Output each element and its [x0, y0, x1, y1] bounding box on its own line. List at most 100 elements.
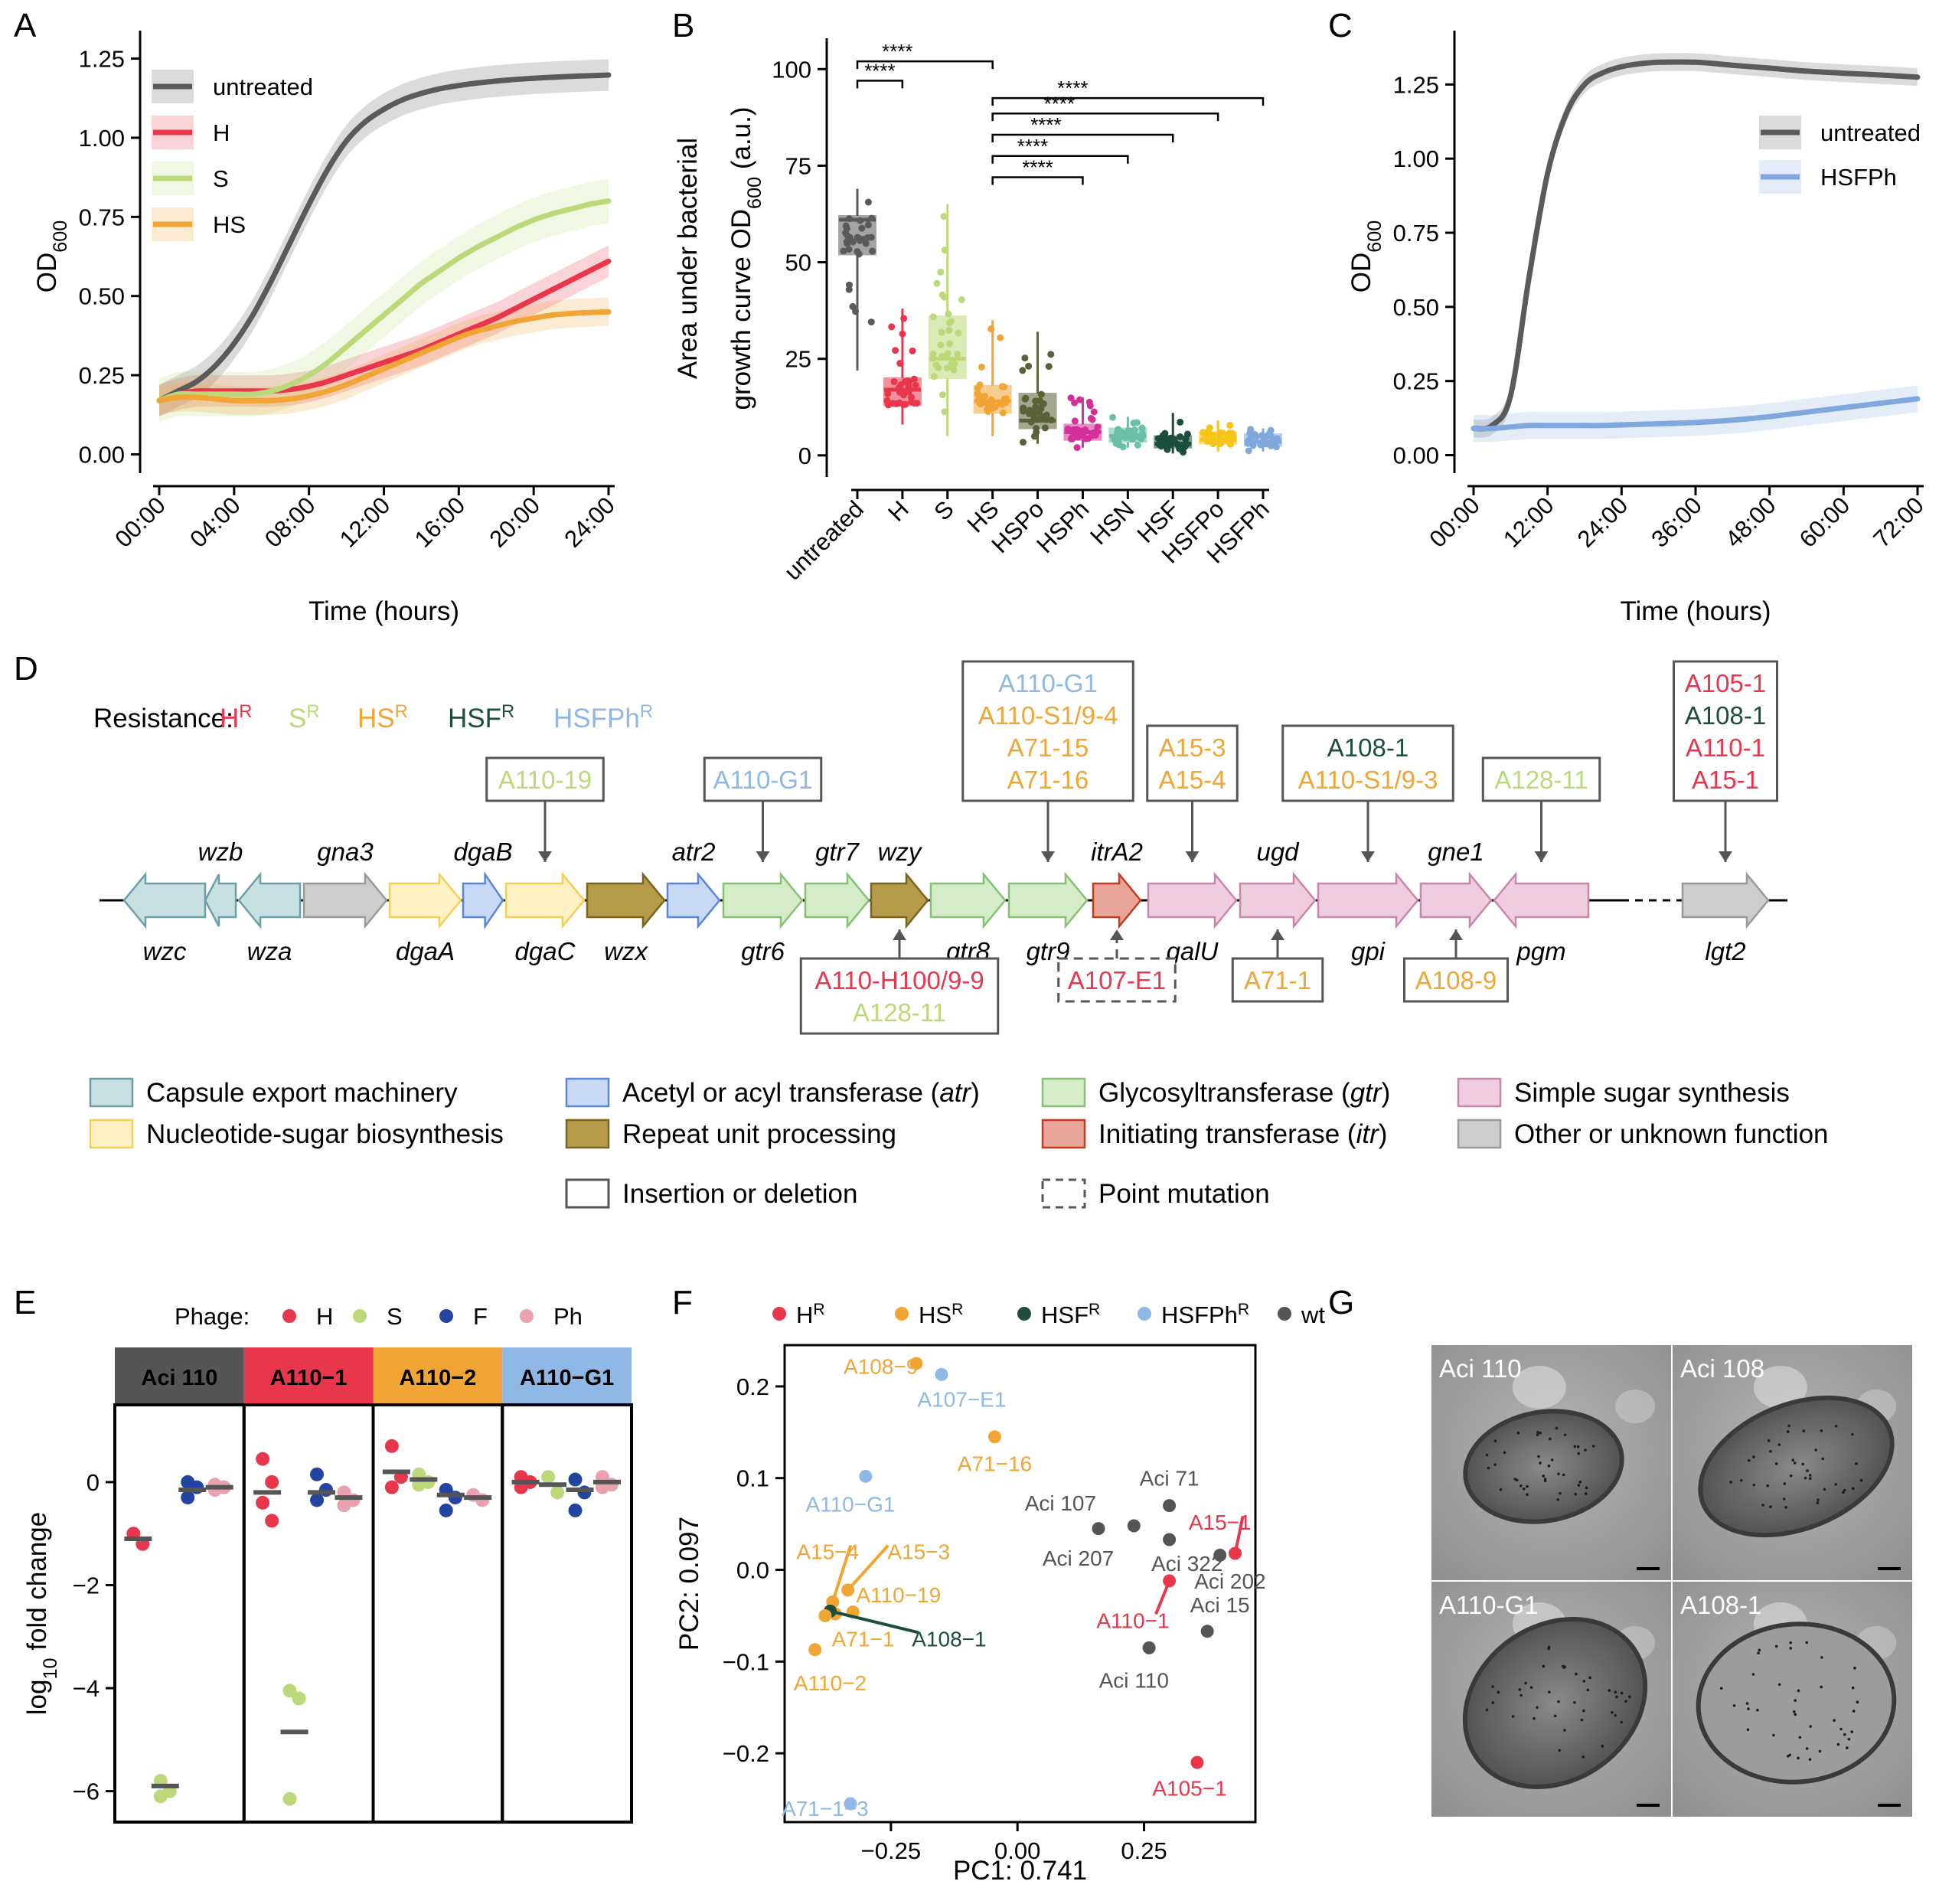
- cell-granule: [1573, 1445, 1577, 1448]
- cell-granule: [1801, 1462, 1805, 1466]
- resistance-s: SR: [289, 701, 320, 734]
- point-a110-g1-f: [568, 1503, 583, 1517]
- point-hsn: [1138, 424, 1146, 432]
- point-h: [896, 399, 903, 407]
- point-hs: [978, 363, 985, 371]
- cell-granule: [1586, 1688, 1590, 1692]
- point-s: [950, 366, 958, 374]
- legend-title: Phage:: [175, 1303, 250, 1330]
- point-s: [937, 268, 945, 276]
- background-blob: [1753, 1366, 1807, 1409]
- legend-label-other: Other or unknown function: [1514, 1119, 1829, 1149]
- cell-granule: [1797, 1756, 1800, 1760]
- point-s: [938, 328, 945, 336]
- x-tick-label-s: S: [929, 495, 958, 525]
- point-s: [938, 291, 946, 299]
- x-tick-label-hspo: HSPo: [986, 495, 1049, 558]
- facet-a110-2: [371, 1403, 504, 1824]
- mutation-label-a128-11: A128-11: [1494, 766, 1588, 794]
- point-aci-110: [1142, 1641, 1156, 1654]
- point-hsph: [1067, 394, 1075, 402]
- point-hs: [974, 390, 981, 397]
- cell-granule: [1798, 1736, 1802, 1739]
- cell-granule: [1820, 1429, 1823, 1432]
- cell-granule: [1794, 1699, 1797, 1703]
- point-hspo: [1026, 407, 1033, 414]
- cell-granule: [1539, 1461, 1542, 1465]
- point-label-a15-3: A15−3: [887, 1540, 950, 1564]
- micrograph-aci-110: Aci 110: [1431, 1345, 1671, 1580]
- point-s: [938, 352, 946, 360]
- point-s: [941, 408, 948, 416]
- panel-label-c: C: [1328, 7, 1353, 44]
- point-a71-16: [987, 1430, 1001, 1444]
- cell-body: [1700, 1626, 1892, 1780]
- point-a110-1-h: [265, 1475, 279, 1489]
- mutation-label-a128-11: A128-11: [853, 998, 946, 1027]
- y-tick-label: 1.25: [1393, 71, 1439, 98]
- point-h: [906, 377, 913, 385]
- gene-arrow-wzb: [204, 874, 237, 927]
- y-tick-label: 0.50: [1393, 294, 1439, 321]
- point-hsf: [1181, 443, 1189, 451]
- cell-granule: [1515, 1478, 1519, 1482]
- point-hspo: [1030, 433, 1038, 440]
- mutation-box-ugd: [1231, 957, 1324, 1003]
- point-a110-1-ph: [337, 1498, 351, 1513]
- cell-granule: [1620, 1691, 1624, 1695]
- cell-granule: [1783, 1497, 1786, 1501]
- mutation-arrowhead: [893, 929, 906, 940]
- leader-a15-4: [831, 1544, 853, 1603]
- series-band-untreated: [1474, 53, 1918, 438]
- y-tick-label: −0.1: [723, 1648, 769, 1675]
- point-label-aci-202: Aci 202: [1194, 1569, 1265, 1593]
- legend-dot-hsfph: [1138, 1307, 1151, 1321]
- sig-bracket: [991, 96, 1265, 106]
- point-label-a108-9: A108−9: [844, 1355, 918, 1379]
- chart-c: 0.00 0.25 0.50 0.75 1.00 1.25 00:00 12:00 24:00 3…: [1346, 31, 1929, 626]
- legend-dot-hsf: [1017, 1307, 1031, 1321]
- chart-e: Phage: H S F Ph Aci 110 A110−1 A110−2 A110−G1 0 −2…: [22, 1303, 633, 1824]
- y-tick-label: 100: [772, 56, 811, 83]
- point-a15-3: [841, 1583, 855, 1597]
- gene-label-wzy: wzy: [878, 838, 923, 866]
- cell-granule: [1808, 1477, 1812, 1481]
- series-band-untreated: [159, 59, 609, 416]
- cell-granule: [1786, 1430, 1790, 1433]
- point-untreated: [840, 247, 847, 255]
- point-hs: [987, 325, 995, 333]
- legend-label-f: F: [473, 1303, 488, 1330]
- series-line-hs: [156, 309, 612, 403]
- gene-arrow-wzy: [870, 871, 929, 929]
- micrograph-label: A108-1: [1680, 1591, 1761, 1619]
- point-a110-1-h: [265, 1514, 279, 1528]
- legend-label-capsule: Capsule export machinery: [146, 1078, 458, 1108]
- point-unlabeled: [818, 1608, 832, 1622]
- mutation-box-lgt2: [1673, 660, 1778, 802]
- mutation-label-a71-15: A71-15: [1007, 733, 1089, 762]
- cell-granule: [1814, 1448, 1817, 1452]
- point-hsn: [1130, 420, 1138, 427]
- legend-label-untreated: untreated: [213, 73, 313, 100]
- point-hspo: [1025, 362, 1033, 370]
- mutation-label-a105-1: A105-1: [1685, 669, 1766, 697]
- point-hsn: [1135, 433, 1143, 441]
- x-tick-label: 12:00: [335, 492, 396, 553]
- point-h: [900, 315, 908, 322]
- point-untreated: [857, 217, 864, 224]
- gene-label-itrA2: itrA2: [1091, 838, 1143, 866]
- legend-dot-h: [282, 1309, 296, 1323]
- point-h: [896, 384, 903, 391]
- mutation-arrowhead: [1449, 929, 1463, 940]
- cell-granule: [1493, 1439, 1497, 1443]
- cell-granule: [1808, 1758, 1812, 1762]
- sig-label: ****: [1030, 113, 1061, 136]
- cell-granule: [1558, 1749, 1561, 1752]
- point-h: [892, 347, 899, 354]
- gene-label-dgaC: dgaC: [515, 937, 576, 965]
- sig-label: ****: [864, 59, 895, 82]
- legend-label-s: S: [387, 1303, 403, 1330]
- gene-arrow-dgaA: [388, 871, 462, 929]
- point-aci-207: [1127, 1519, 1141, 1533]
- point-hsph: [1094, 423, 1102, 431]
